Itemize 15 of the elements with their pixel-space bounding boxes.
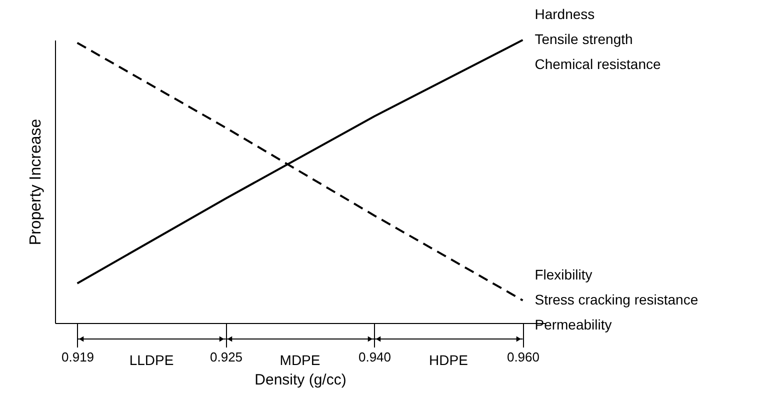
text: Hardness <box>534 6 595 22</box>
x-tick-label: 0.960 <box>506 350 540 364</box>
x-tick-label: 0.919 <box>62 350 94 364</box>
annotation: Permeability <box>534 316 612 332</box>
y-axis-title: Property Increase <box>28 118 44 246</box>
x-tick-label: 0.925 <box>210 350 243 364</box>
text: HDPE <box>429 352 468 368</box>
annotation: Chemical resistance <box>534 56 661 72</box>
annotation: Stress cracking resistance <box>534 291 698 308</box>
text: MDPE <box>280 352 320 368</box>
x-axis-title: Density (g/cc) <box>254 372 346 388</box>
text: LLDPE <box>129 352 174 368</box>
x-tick-label: 0.940 <box>358 350 392 364</box>
annotation: Tensile strength <box>534 31 633 47</box>
annotation: Flexibility <box>534 266 592 282</box>
